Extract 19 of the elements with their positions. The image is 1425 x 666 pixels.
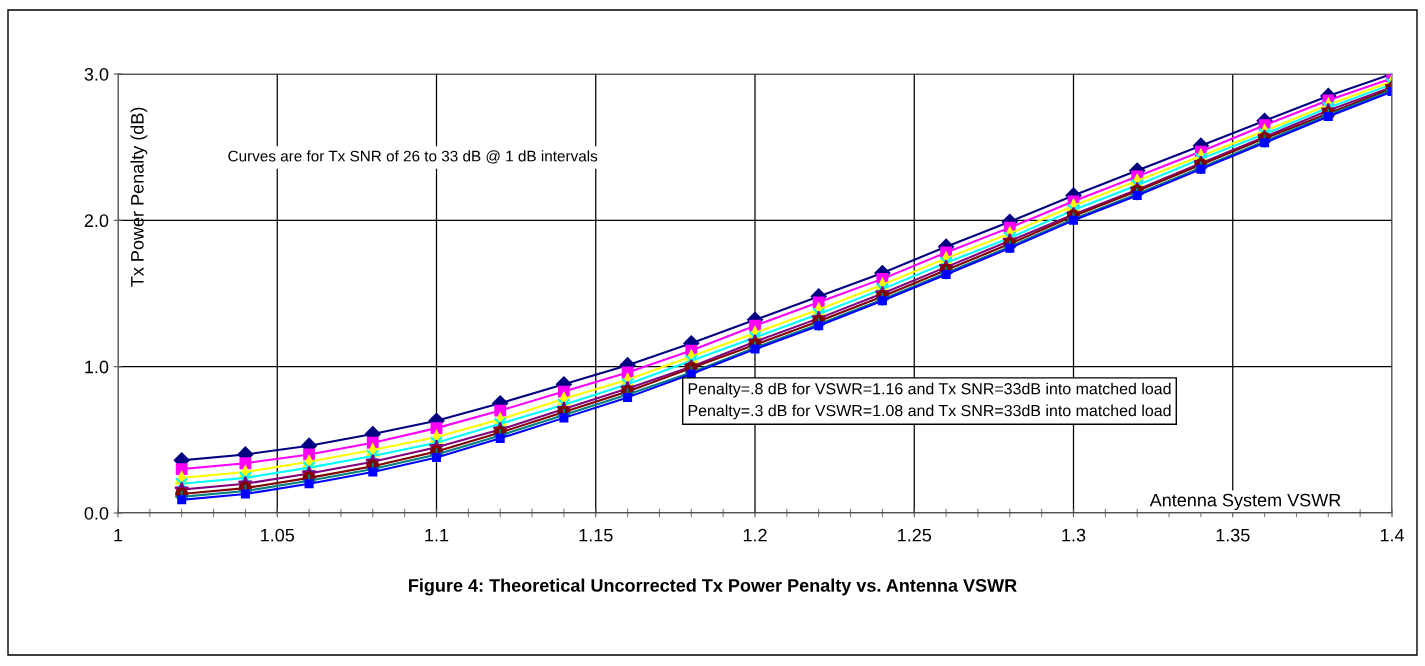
x-tick-label: 1.4 — [1380, 528, 1405, 542]
annotation: Curves are for Tx SNR of 26 to 33 dB @ 1 dB intervals — [228, 150, 598, 164]
annotation: Penalty=.8 dB for VSWR=1.16 and Tx SNR=33dB into matched load — [688, 382, 1171, 398]
x-tick-label: 1.35 — [1216, 528, 1250, 542]
x-tick-label: 1.15 — [579, 528, 613, 542]
y-tick-label: 2.0 — [84, 214, 109, 228]
x-tick-label: 1.25 — [898, 528, 932, 542]
x-tick-label: 1.2 — [743, 528, 767, 542]
y-tick-label: 0.0 — [84, 506, 109, 520]
x-axis-title: Antenna System VSWR — [1149, 493, 1341, 511]
x-tick-label: 1.1 — [425, 528, 449, 542]
x-tick-label: 1.05 — [261, 528, 295, 542]
y-tick-label: 1.0 — [85, 360, 109, 374]
x-tick-label: 1.3 — [1062, 528, 1086, 542]
x-tick-label: 1 — [114, 528, 123, 542]
annotation: Penalty=.3 dB for VSWR=1.08 and Tx SNR=33dB into matched load — [688, 404, 1171, 420]
y-tick-label: 3.0 — [84, 67, 109, 81]
text: Figure 4: Theoretical Uncorrected Tx Power Penalty vs. Antenna VSWR — [409, 578, 1017, 596]
y-axis-title: Tx Power Penalty (dB) — [130, 107, 148, 287]
